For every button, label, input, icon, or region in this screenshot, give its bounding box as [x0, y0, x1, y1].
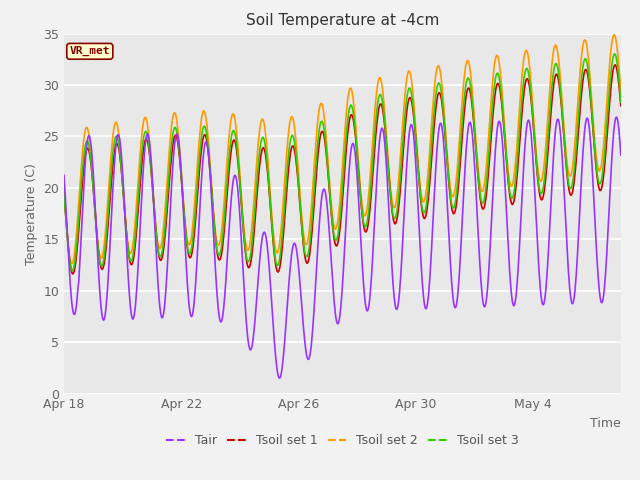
Y-axis label: Temperature (C): Temperature (C): [25, 163, 38, 264]
Text: VR_met: VR_met: [70, 46, 110, 57]
Title: Soil Temperature at -4cm: Soil Temperature at -4cm: [246, 13, 439, 28]
X-axis label: Time: Time: [590, 417, 621, 430]
Legend: Tair, Tsoil set 1, Tsoil set 2, Tsoil set 3: Tair, Tsoil set 1, Tsoil set 2, Tsoil se…: [161, 429, 524, 452]
